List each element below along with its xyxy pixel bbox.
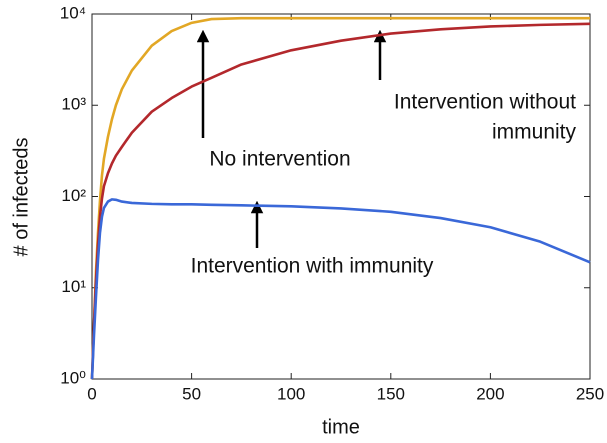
y-tick-label: 10¹	[61, 277, 86, 296]
x-axis-label: time	[322, 416, 360, 438]
x-tick-label: 50	[182, 384, 201, 403]
x-tick-label: 100	[277, 384, 305, 403]
x-tick-label: 250	[576, 384, 604, 403]
annotation: Intervention without	[394, 91, 576, 114]
y-tick-label: 10³	[61, 95, 86, 114]
annotation: immunity	[492, 121, 577, 144]
y-tick-label: 10⁴	[60, 3, 86, 22]
x-tick-label: 150	[377, 384, 405, 403]
series-line	[90, 16, 590, 380]
series-line	[90, 198, 591, 380]
annotation: Intervention with immunity	[191, 255, 434, 278]
series-line	[90, 22, 591, 380]
annotation: No intervention	[209, 148, 350, 171]
y-tick-label: 10⁰	[60, 368, 86, 387]
y-tick-label: 10²	[61, 186, 86, 205]
x-tick-label: 0	[87, 384, 96, 403]
plot-frame	[91, 13, 591, 380]
x-tick-label: 200	[476, 384, 504, 403]
y-axis-label: # of infecteds	[10, 138, 32, 257]
